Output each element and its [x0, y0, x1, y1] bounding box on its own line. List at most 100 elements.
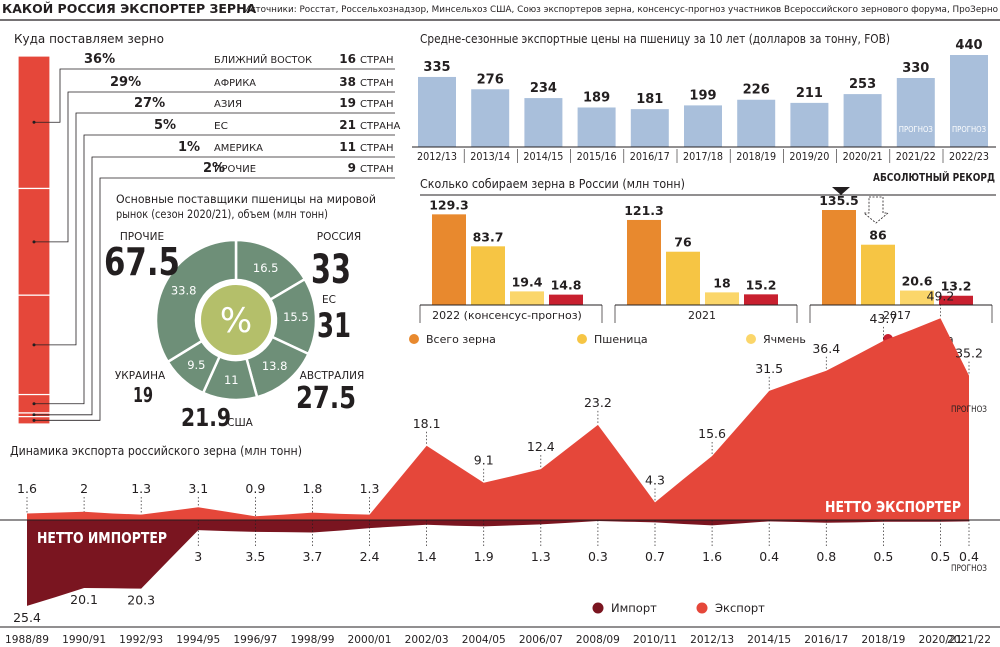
- price-value-2: 234: [530, 81, 557, 96]
- price-year-2: 2014/15: [523, 150, 563, 163]
- export-value-17: 35.2: [955, 346, 983, 361]
- export-value-13: 31.5: [755, 361, 783, 376]
- harvest-bar-0-2: [510, 291, 544, 305]
- country-unit-4: СТРАН: [360, 143, 393, 154]
- share-label-1: 29%: [110, 75, 141, 90]
- share-label-4: 1%: [178, 140, 200, 155]
- price-year-4: 2016/17: [630, 150, 670, 163]
- supplier-name-5: ПРОЧИЕ: [120, 231, 164, 243]
- export-value-3: 3.1: [188, 481, 208, 496]
- harvest-legend-label-0: Всего зерна: [426, 333, 496, 346]
- supplier-name-2: АВСТРАЛИЯ: [300, 370, 365, 382]
- price-value-5: 199: [689, 88, 716, 103]
- year-tick-14: 2016/17: [804, 633, 848, 646]
- harvest-bar-0-0: [432, 214, 466, 305]
- price-year-5: 2017/18: [683, 150, 723, 163]
- country-count-3: 21: [339, 118, 356, 132]
- supplier-name-3: США: [227, 417, 254, 429]
- country-count-0: 16: [339, 52, 356, 66]
- export-value-0: 1.6: [17, 481, 37, 496]
- dynamics-chart: 1.6 25.4 2 20.1 1.3 20.3 3.1 3 0.9 3.5 1.8 3.7 1.3 2.…: [0, 288, 1000, 646]
- share-label-3: 5%: [154, 118, 176, 133]
- region-label-2: АЗИЯ: [214, 99, 242, 110]
- donut-share-1: 15.5: [283, 310, 309, 324]
- harvest-value-1-0: 121.3: [624, 203, 664, 218]
- price-year-10: 2022/23: [949, 150, 989, 163]
- share-label-0: 36%: [84, 52, 115, 67]
- page-title: КАКОЙ РОССИЯ ЭКСПОРТЕР ЗЕРНА: [2, 1, 257, 16]
- year-tick-17: 2021/22: [947, 633, 991, 646]
- price-bar-1: [471, 89, 510, 147]
- year-tick-0: 1988/89: [5, 633, 49, 646]
- price-value-3: 189: [583, 90, 610, 105]
- harvest-value-2-1: 86: [869, 228, 887, 243]
- import-value-1: 20.1: [70, 592, 98, 607]
- import-value-11: 0.7: [645, 549, 665, 564]
- harvest-bar-2-3: [939, 295, 973, 305]
- harvest-bar-1-3: [744, 294, 778, 305]
- supplier-name-4: УКРАИНА: [115, 370, 166, 382]
- destinations-title: Куда поставляем зерно: [14, 32, 164, 46]
- net-exporter-label: НЕТТО ЭКСПОРТЕР: [825, 498, 961, 516]
- year-tick-5: 1998/99: [290, 633, 334, 646]
- harvest-value-0-0: 129.3: [429, 197, 469, 212]
- dynamics-title: Динамика экспорта российского зерна (млн…: [10, 444, 302, 458]
- donut-share-4: 9.5: [187, 358, 205, 372]
- donut-share-5: 33.8: [171, 284, 197, 298]
- legend-export-label: Экспорт: [715, 601, 765, 615]
- price-bar-10: [950, 55, 988, 147]
- export-value-1: 2: [80, 481, 88, 496]
- harvest-legend-label-1: Пшеница: [594, 333, 648, 346]
- prices-chart: 335 2012/13 276 2013/14 234 2014/15 189 2015/16…: [412, 38, 996, 163]
- legend-export-swatch: [696, 602, 708, 614]
- import-value-14: 0.8: [816, 549, 836, 564]
- harvest-group-label-0: 2022 (консенсус-прогноз): [432, 309, 582, 322]
- suppliers-title-line1: Основные поставщики пшеницы на мировой: [116, 192, 376, 206]
- export-value-4: 0.9: [245, 481, 265, 496]
- price-value-7: 211: [796, 86, 823, 101]
- price-value-6: 226: [743, 83, 770, 98]
- harvest-value-1-3: 15.2: [746, 277, 777, 292]
- export-value-12: 15.6: [698, 426, 726, 441]
- supplier-volume-3: 21.9: [181, 403, 231, 432]
- price-value-10: 440: [955, 38, 982, 53]
- import-value-7: 1.4: [417, 549, 437, 564]
- import-value-10: 0.3: [588, 549, 608, 564]
- price-year-7: 2019/20: [789, 150, 829, 163]
- year-tick-16: 2020/21: [918, 633, 962, 646]
- price-year-1: 2013/14: [470, 150, 510, 163]
- harvest-value-1-2: 18: [713, 275, 730, 290]
- import-value-12: 1.6: [702, 549, 722, 564]
- leader-line-5: [34, 177, 395, 421]
- price-bar-6: [737, 99, 776, 147]
- region-label-1: АФРИКА: [214, 78, 256, 89]
- import-value-3: 3: [194, 549, 202, 564]
- import-value-8: 1.9: [474, 549, 494, 564]
- country-count-5: 9: [348, 161, 356, 175]
- price-year-8: 2020/21: [843, 150, 883, 163]
- import-value-16: 0.5: [931, 549, 951, 564]
- price-bar-5: [684, 105, 722, 147]
- harvest-bar-0-1: [471, 246, 505, 305]
- year-tick-9: 2006/07: [519, 633, 563, 646]
- donut-center: [199, 283, 273, 357]
- import-value-6: 2.4: [360, 549, 380, 564]
- leader-line-0: [34, 68, 395, 123]
- harvest-bar-0-3: [549, 294, 583, 305]
- net-importer-label: НЕТТО ИМПОРТЕР: [37, 529, 167, 547]
- year-tick-2: 1992/93: [119, 633, 163, 646]
- harvest-value-0-2: 19.4: [512, 274, 543, 289]
- harvest-title: Сколько собираем зерна в России (млн тон…: [420, 177, 685, 191]
- leader-line-3: [34, 134, 395, 405]
- harvest-legend-swatch-2: [746, 334, 756, 344]
- price-value-4: 181: [636, 92, 663, 107]
- share-label-5: 2%: [203, 161, 225, 176]
- price-value-8: 253: [849, 77, 876, 92]
- destinations-chart: 36% БЛИЖНИЙ ВОСТОК 16 СТРАН 29% АФРИКА 38 СТРАН…: [17, 52, 400, 425]
- year-tick-13: 2014/15: [747, 633, 791, 646]
- supplier-volume-5: 67.5: [104, 240, 180, 284]
- region-label-3: ЕС: [214, 121, 228, 132]
- donut-share-2: 13.8: [262, 359, 288, 373]
- export-value-8: 9.1: [474, 453, 494, 468]
